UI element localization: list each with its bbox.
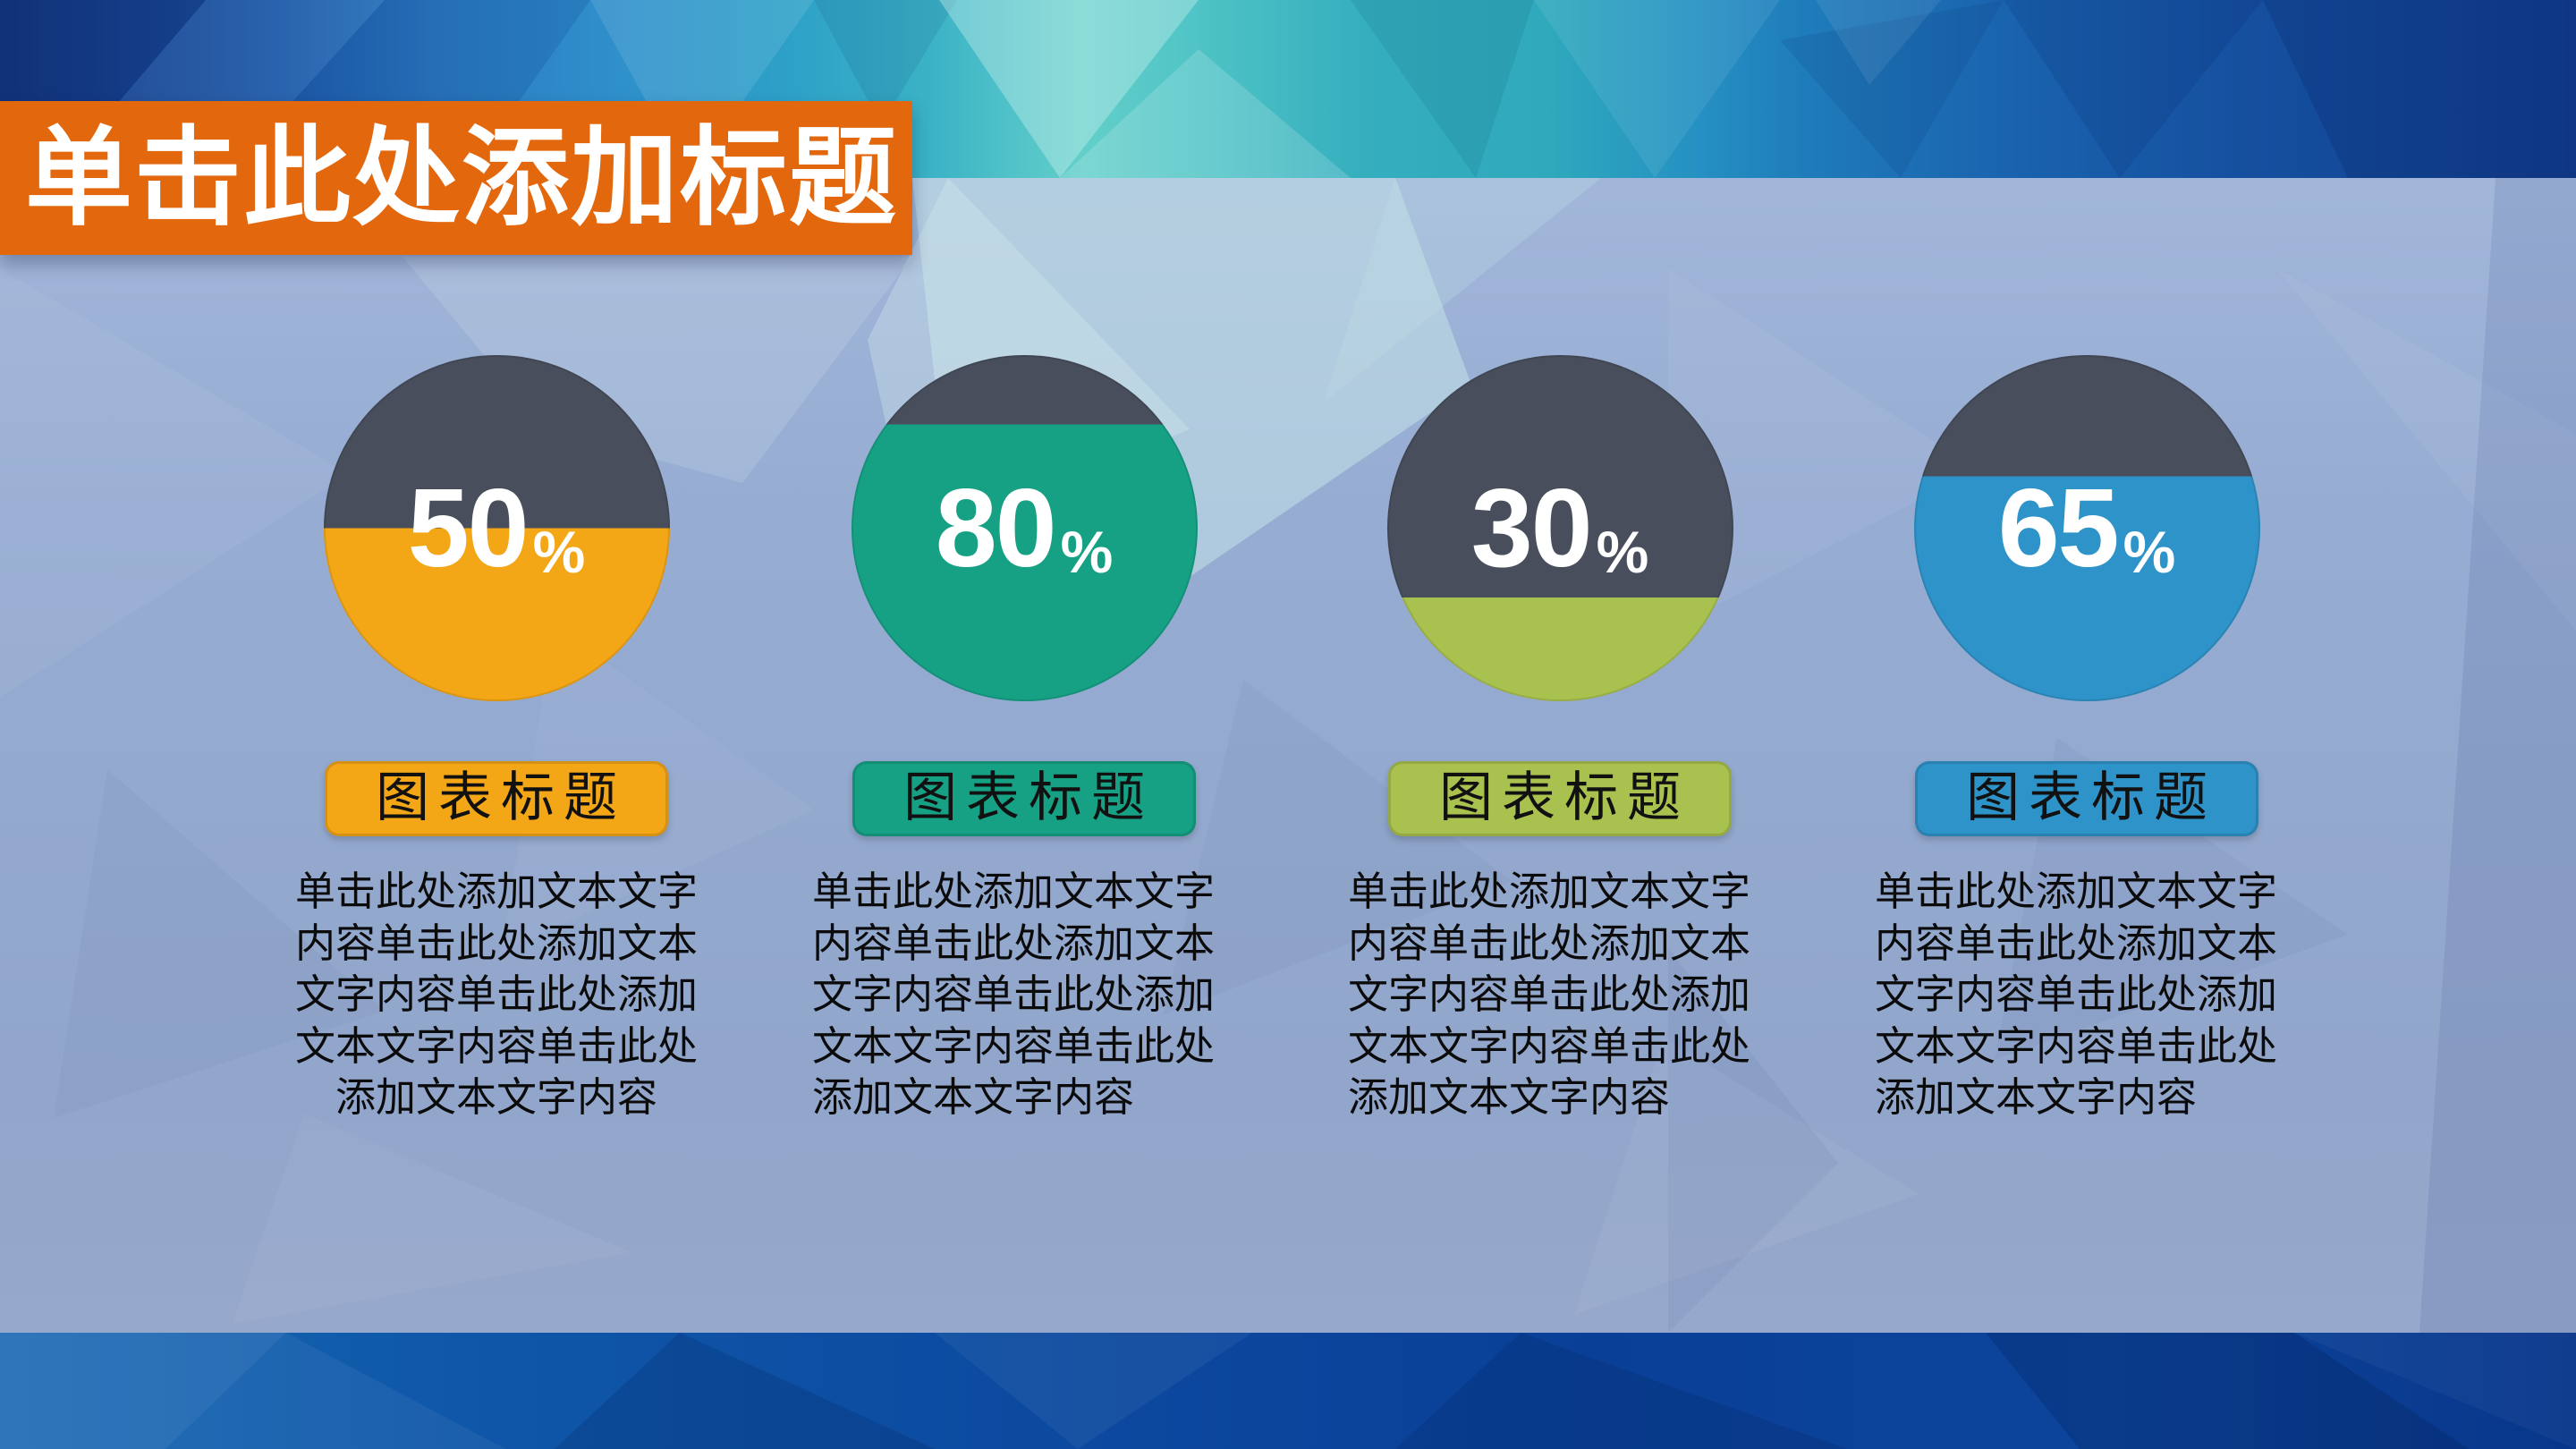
percent-sign: % xyxy=(532,518,586,585)
body-line: 单击此处添加文本文字 xyxy=(294,869,698,914)
body-line: 内容单击此处添加文本 xyxy=(812,919,1216,966)
body-line: 文字内容单击此处添加 xyxy=(294,971,698,1017)
percent-circle-3: 30 % xyxy=(1386,355,1733,701)
percent-digits: 80 xyxy=(935,466,1057,590)
body-line: 文本文字内容单击此处 xyxy=(1348,1022,1751,1069)
body-text-2[interactable]: 单击此处添加文本文字 内容单击此处添加文本 文字内容单击此处添加 文本文字内容单… xyxy=(812,866,1236,1123)
chart-title-label-3[interactable]: 图表标题 xyxy=(1388,761,1732,836)
percent-value-1: 50 % xyxy=(324,355,670,701)
percent-sign: % xyxy=(1060,518,1114,585)
body-line: 文本文字内容单击此处 xyxy=(294,1022,698,1069)
chart-title-label-2[interactable]: 图表标题 xyxy=(852,761,1196,836)
stat-column-2: 80 % 图表标题 单击此处添加文本文字 内容单击此处添加文本 文字内容单击此处… xyxy=(812,355,1236,1123)
body-line: 添加文本文字内容 xyxy=(1348,1074,1671,1120)
body-line: 单击此处添加文本文字 xyxy=(812,869,1216,914)
body-line: 文字内容单击此处添加 xyxy=(1348,971,1751,1017)
title-bar[interactable]: 单击此处添加标题 xyxy=(0,101,912,255)
body-text-3[interactable]: 单击此处添加文本文字 内容单击此处添加文本 文字内容单击此处添加 文本文字内容单… xyxy=(1348,866,1772,1123)
body-text-4[interactable]: 单击此处添加文本文字 内容单击此处添加文本 文字内容单击此处添加 文本文字内容单… xyxy=(1875,866,2299,1123)
percent-value-3: 30 % xyxy=(1387,355,1733,701)
body-line: 内容单击此处添加文本 xyxy=(1875,919,2278,966)
slide-title[interactable]: 单击此处添加标题 xyxy=(25,118,898,238)
chart-title-label-4[interactable]: 图表标题 xyxy=(1915,761,2258,836)
percent-sign: % xyxy=(2123,518,2176,585)
stat-column-4: 65 % 图表标题 单击此处添加文本文字 内容单击此处添加文本 文字内容单击此处… xyxy=(1875,355,2299,1123)
body-line: 内容单击此处添加文本 xyxy=(1348,919,1751,966)
body-line: 添加文本文字内容 xyxy=(812,1074,1135,1120)
body-line: 单击此处添加文本文字 xyxy=(1875,869,2278,914)
percent-value-4: 65 % xyxy=(1914,355,2260,701)
body-line: 文本文字内容单击此处 xyxy=(812,1022,1216,1069)
body-line: 添加文本文字内容 xyxy=(335,1074,657,1120)
percent-digits: 30 xyxy=(1470,466,1593,590)
stat-column-3: 30 % 图表标题 单击此处添加文本文字 内容单击此处添加文本 文字内容单击此处… xyxy=(1348,355,1772,1123)
percent-circle-2: 80 % xyxy=(851,355,1198,701)
chart-title-label-1[interactable]: 图表标题 xyxy=(325,761,668,836)
body-line: 文字内容单击此处添加 xyxy=(1875,971,2278,1017)
stat-column-1: 50 % 图表标题 单击此处添加文本文字 内容单击此处添加文本 文字内容单击此处… xyxy=(284,355,708,1123)
percent-circle-1: 50 % xyxy=(323,355,670,701)
percent-value-2: 80 % xyxy=(852,355,1198,701)
percent-digits: 65 xyxy=(1997,466,2120,590)
body-line: 添加文本文字内容 xyxy=(1875,1074,2198,1120)
body-line: 单击此处添加文本文字 xyxy=(1348,869,1751,914)
percent-sign: % xyxy=(1596,518,1649,585)
percent-circle-4: 65 % xyxy=(1913,355,2260,701)
body-line: 文本文字内容单击此处 xyxy=(1875,1022,2278,1069)
body-text-1[interactable]: 单击此处添加文本文字 内容单击此处添加文本 文字内容单击此处添加 文本文字内容单… xyxy=(284,866,708,1123)
body-line: 文字内容单击此处添加 xyxy=(812,971,1216,1017)
body-line: 内容单击此处添加文本 xyxy=(294,919,698,966)
percent-digits: 50 xyxy=(407,466,530,590)
